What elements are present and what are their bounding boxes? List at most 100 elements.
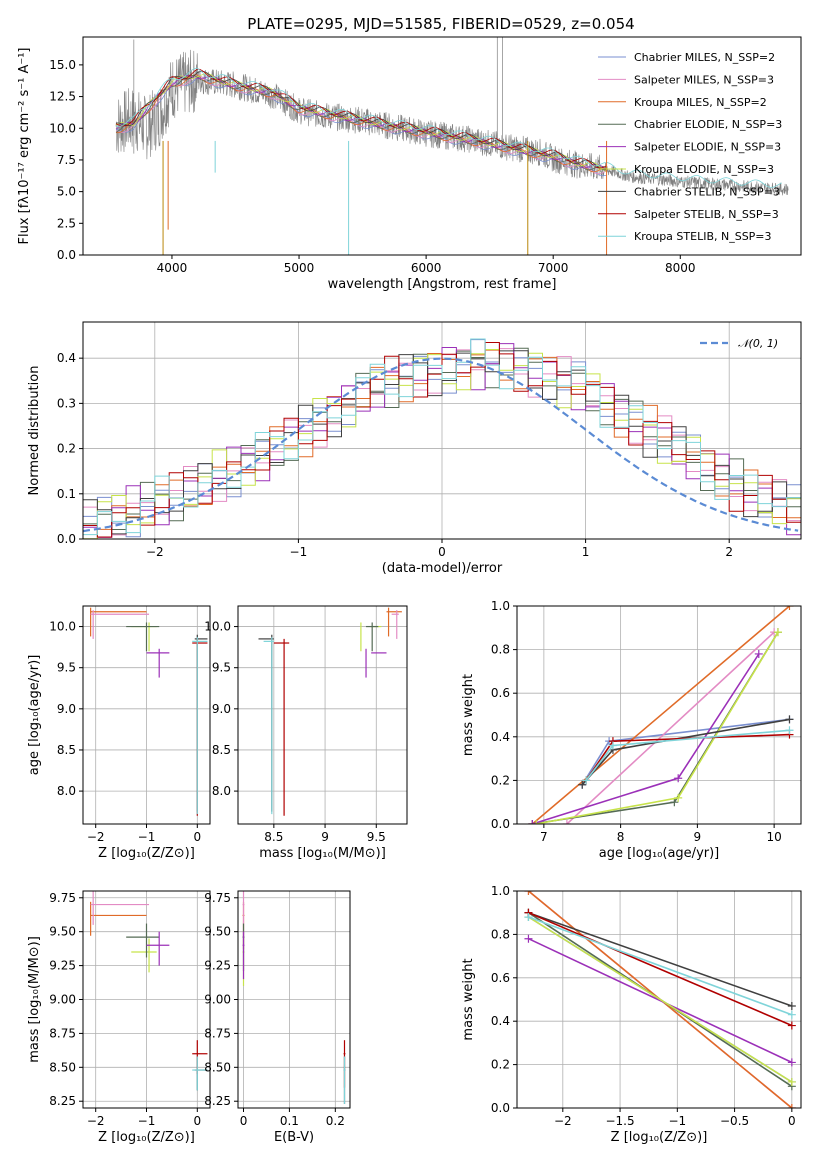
y-tick-label: 0.3	[57, 396, 76, 410]
weight-marker	[528, 820, 537, 824]
weight-marker	[524, 891, 533, 895]
y-tick-label: 8.25	[204, 1094, 231, 1108]
x-tick-label: −2	[87, 830, 105, 844]
weight-marker	[785, 715, 794, 724]
weight-line	[566, 631, 775, 824]
weight-marker	[582, 776, 591, 785]
y-tick-label: 8.5	[212, 743, 231, 757]
legend-entry: Kroupa ELODIE, N_SSP=3	[634, 163, 774, 176]
x-tick-label: 4000	[157, 261, 188, 275]
weight-frame	[516, 890, 802, 1109]
x-tick-label: 10	[766, 830, 781, 844]
y-tick-label: 0.0	[491, 1101, 510, 1115]
weight-marker	[608, 741, 617, 750]
y-axis-label: mass weight	[461, 958, 476, 1040]
weight-marker	[787, 1058, 796, 1067]
axes-residuals: −2 −1 0 1 2 0.0 0.1 0.2 0.3 0.4 (data-model)/error…	[27, 321, 802, 576]
y-tick-label: 0.4	[57, 351, 76, 365]
weight-line	[528, 916, 793, 1083]
weight-marker	[787, 1002, 796, 1011]
plot-area-residuals	[83, 338, 801, 539]
plot-area-mass_vs_ebv	[242, 891, 346, 1104]
x-tick-label: −2	[554, 1114, 572, 1128]
y-tick-label: 9.00	[49, 993, 76, 1007]
legend-entry: Salpeter STELIB, N_SSP=3	[634, 208, 779, 221]
legend-entry: Kroupa MILES, N_SSP=2	[634, 96, 767, 109]
axes-age_vs_Z: −2 −1 0 8.0 8.5 9.0 9.5 10.0 Z [log₁₀(Z/Z⊙)] age …	[27, 605, 211, 861]
age_vs_Z-frame	[82, 605, 211, 825]
figure-title: PLATE=0295, MJD=51585, FIBERID=0529, z=0…	[247, 15, 634, 33]
axes-spectrum: 4000 5000 6000 7000 8000 0.0 2.5 5.0 7.5 10.0 12.5…	[17, 36, 802, 292]
histogram-step-line	[83, 338, 801, 536]
weight-marker	[562, 820, 571, 824]
y-tick-label: 9.75	[49, 891, 76, 905]
y-tick-label: 12.5	[49, 90, 76, 104]
weight-marker	[524, 913, 533, 922]
y-axis-label: Normed distribution	[27, 366, 42, 496]
y-tick-label: 9.75	[204, 891, 231, 905]
y-tick-label: 10.0	[204, 620, 231, 634]
legend-entry: Salpeter MILES, N_SSP=3	[634, 73, 774, 86]
x-tick-label: 0	[438, 545, 446, 559]
weight-line	[531, 606, 791, 824]
legend-entry: Kroupa STELIB, N_SSP=3	[634, 230, 772, 243]
y-tick-label: 9.5	[212, 661, 231, 675]
x-axis-label: mass [log₁₀(M/M⊙)]	[259, 846, 386, 861]
spectrum-model-line	[115, 68, 607, 169]
axes-age_vs_mass: 8.5 9 9.5 8.0 8.5 9.0 9.5 10.0 mass [log₁₀(M/M⊙)…	[204, 605, 408, 861]
y-tick-label: 9.00	[204, 993, 231, 1007]
x-tick-label: −1	[138, 830, 156, 844]
weight-marker	[524, 934, 533, 943]
x-tick-label: 0	[193, 830, 201, 844]
y-tick-label: 0.2	[491, 773, 510, 787]
y-tick-label: 8.50	[49, 1060, 76, 1074]
y-tick-label: 0.8	[491, 643, 510, 657]
spectrum-model-line	[115, 74, 607, 173]
y-tick-label: 0.0	[491, 817, 510, 831]
x-tick-label: 8.5	[264, 830, 283, 844]
y-axis-label: mass weight	[461, 674, 476, 756]
y-tick-label: 8.0	[57, 784, 76, 798]
x-axis-label: E(B-V)	[274, 1130, 314, 1145]
plot-area-spectrum	[115, 37, 789, 255]
x-axis-label: Z [log₁₀(Z/Z⊙)]	[611, 1130, 708, 1145]
plot-area-mass_vs_Z	[90, 891, 208, 1091]
normal-curve	[83, 357, 799, 533]
weight-marker	[578, 780, 587, 789]
spectrum-model-line	[115, 73, 607, 172]
legend-entry: Salpeter ELODIE, N_SSP=3	[634, 141, 781, 154]
y-tick-label: 9.5	[57, 661, 76, 675]
y-tick-label: 8.5	[57, 743, 76, 757]
x-tick-label: 6000	[411, 261, 442, 275]
x-tick-label: 9	[321, 830, 329, 844]
weight-marker	[787, 1021, 796, 1030]
y-tick-label: 0.4	[491, 1014, 510, 1028]
y-tick-label: 0.2	[57, 442, 76, 456]
y-tick-label: 8.75	[49, 1026, 76, 1040]
y-tick-label: 8.75	[204, 1026, 231, 1040]
weight-marker	[754, 649, 763, 658]
y-tick-label: 7.5	[57, 153, 76, 167]
weight-marker	[787, 1077, 796, 1086]
axes-weight_vs_Z: −2 −1.5 −1 −0.5 0 0.0 0.2 0.4 0.6 0.8 1.0 Z [log₁₀(…	[461, 884, 802, 1145]
x-tick-label: 1	[582, 545, 590, 559]
legend-entry: 𝒩(0, 1)	[738, 337, 778, 350]
x-tick-label: −0.5	[720, 1114, 749, 1128]
x-tick-label: 9.5	[367, 830, 386, 844]
y-tick-label: 15.0	[49, 58, 76, 72]
x-tick-label: 0.2	[326, 1114, 345, 1128]
y-tick-label: 0.0	[57, 248, 76, 262]
x-tick-label: 7	[540, 830, 548, 844]
plot-area-age_vs_mass	[258, 607, 402, 816]
axes-weight_vs_age: 7 8 9 10 0.0 0.2 0.4 0.6 0.8 1.0 age [log₁₀(age/yr…	[461, 599, 802, 861]
histogram-step-line	[83, 342, 801, 538]
spectrum-model-line	[115, 71, 607, 171]
y-tick-label: 9.25	[204, 959, 231, 973]
weight-marker	[674, 774, 683, 783]
y-tick-label: 0.4	[491, 730, 510, 744]
x-tick-label: 9	[694, 830, 702, 844]
weight-marker	[773, 628, 782, 637]
y-tick-label: 0.1	[57, 487, 76, 501]
x-tick-label: −2	[146, 545, 164, 559]
